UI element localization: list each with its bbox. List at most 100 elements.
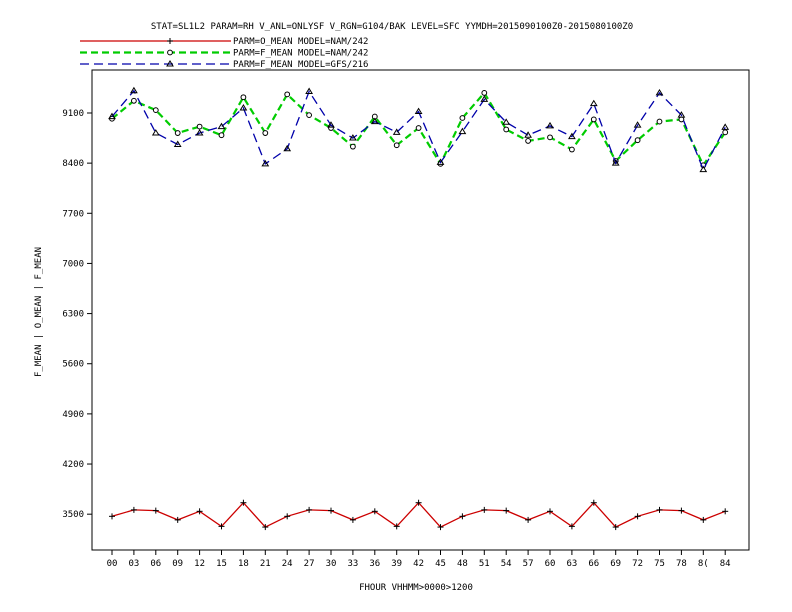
data-point bbox=[589, 99, 598, 107]
data-point bbox=[392, 128, 401, 135]
y-tick-label: 9100 bbox=[62, 109, 84, 119]
y-tick-label: 8400 bbox=[62, 159, 84, 169]
x-tick-label: 33 bbox=[347, 559, 358, 569]
x-tick-label: 54 bbox=[501, 559, 512, 569]
x-tick-label: 48 bbox=[457, 559, 468, 569]
data-point bbox=[677, 111, 686, 118]
y-tick-label: 6300 bbox=[62, 310, 84, 320]
data-point bbox=[284, 91, 291, 98]
data-point bbox=[525, 138, 531, 144]
data-point bbox=[284, 513, 291, 520]
legend-label: PARM=F_MEAN MODEL=NAM/242 bbox=[233, 49, 368, 59]
data-point bbox=[415, 125, 422, 131]
x-tick-label: 8( bbox=[698, 559, 709, 569]
data-point bbox=[306, 112, 313, 119]
data-point bbox=[568, 132, 576, 140]
x-tick-label: 21 bbox=[260, 559, 271, 569]
data-point bbox=[437, 524, 444, 531]
x-tick-label: 09 bbox=[172, 559, 183, 569]
data-point bbox=[173, 140, 182, 148]
data-point bbox=[546, 121, 554, 129]
data-point bbox=[217, 122, 226, 130]
data-point bbox=[414, 107, 423, 115]
x-tick-label: 18 bbox=[238, 559, 249, 569]
data-point bbox=[721, 123, 730, 130]
x-tick-label: 57 bbox=[523, 559, 534, 569]
data-point bbox=[130, 86, 138, 94]
data-point bbox=[174, 516, 181, 523]
data-point bbox=[590, 499, 597, 506]
data-point bbox=[459, 115, 466, 121]
data-point bbox=[151, 129, 160, 136]
y-tick-label: 7700 bbox=[62, 209, 84, 219]
data-point bbox=[678, 507, 685, 514]
x-tick-label: 51 bbox=[479, 559, 490, 569]
data-point bbox=[262, 130, 269, 136]
x-tick-label: 15 bbox=[216, 559, 227, 569]
data-point bbox=[722, 129, 729, 136]
x-tick-label: 63 bbox=[566, 559, 577, 569]
data-point bbox=[370, 117, 379, 125]
data-point bbox=[568, 523, 575, 530]
y-tick-label: 4900 bbox=[62, 410, 84, 420]
data-point bbox=[611, 159, 620, 166]
data-point bbox=[459, 513, 466, 520]
data-point bbox=[109, 513, 115, 520]
data-point bbox=[195, 129, 204, 136]
series-group bbox=[109, 499, 729, 531]
data-point bbox=[152, 107, 159, 114]
data-point bbox=[240, 499, 247, 506]
data-point bbox=[547, 508, 553, 515]
data-point bbox=[196, 508, 203, 515]
data-point bbox=[167, 49, 173, 56]
data-point bbox=[371, 508, 378, 515]
data-point bbox=[699, 165, 708, 173]
data-point bbox=[240, 94, 247, 101]
data-point bbox=[722, 508, 729, 515]
y-tick-label: 5600 bbox=[62, 360, 84, 370]
legend: PARM=O_MEAN MODEL=NAM/242 PARM=F_MEAN MOD… bbox=[80, 37, 368, 70]
data-point bbox=[524, 131, 532, 138]
x-tick-label: 00 bbox=[107, 559, 118, 569]
data-point bbox=[547, 134, 553, 141]
x-tick-label: 84 bbox=[720, 559, 731, 569]
data-point bbox=[196, 123, 203, 130]
data-point bbox=[393, 142, 400, 149]
data-point bbox=[261, 159, 270, 167]
data-point bbox=[130, 506, 137, 513]
data-point bbox=[350, 143, 356, 150]
data-point bbox=[305, 87, 313, 94]
data-point bbox=[634, 137, 641, 144]
data-point bbox=[283, 144, 292, 152]
plot-area bbox=[91, 69, 750, 551]
data-point bbox=[239, 103, 248, 111]
data-point bbox=[174, 130, 181, 136]
x-tick-label: 45 bbox=[435, 559, 446, 569]
data-point bbox=[327, 121, 335, 128]
data-point bbox=[525, 516, 532, 523]
x-tick-label: 78 bbox=[676, 559, 687, 569]
data-point bbox=[633, 121, 642, 128]
x-tick-label: 69 bbox=[610, 559, 621, 569]
x-tick-label: 66 bbox=[588, 559, 599, 569]
data-point bbox=[481, 90, 488, 96]
y-tick-label: 7000 bbox=[62, 259, 84, 269]
legend-label: PARM=F_MEAN MODEL=GFS/216 bbox=[233, 60, 368, 70]
x-tick-label: 03 bbox=[128, 559, 139, 569]
data-point bbox=[436, 158, 445, 165]
data-point bbox=[152, 507, 159, 514]
series-group bbox=[108, 86, 730, 173]
data-point bbox=[678, 116, 685, 123]
data-point bbox=[656, 506, 663, 513]
data-point bbox=[502, 118, 511, 125]
x-tick-label: 12 bbox=[194, 559, 205, 569]
series-line bbox=[111, 501, 726, 528]
y-axis-label: F_MEAN | O_MEAN | F_MEAN bbox=[34, 247, 44, 377]
series-layer bbox=[108, 86, 730, 531]
data-point bbox=[655, 88, 664, 96]
x-axis: 00 03 06 09 12 15 18 21 24 27 30 33 36 39 42 45 48 51 54 57… bbox=[107, 550, 731, 569]
data-point bbox=[108, 112, 116, 120]
x-axis-label: FHOUR VHHMM>0000>1200 bbox=[359, 583, 473, 593]
legend-label: PARM=O_MEAN MODEL=NAM/242 bbox=[233, 37, 368, 47]
y-tick-label: 3500 bbox=[62, 510, 84, 520]
